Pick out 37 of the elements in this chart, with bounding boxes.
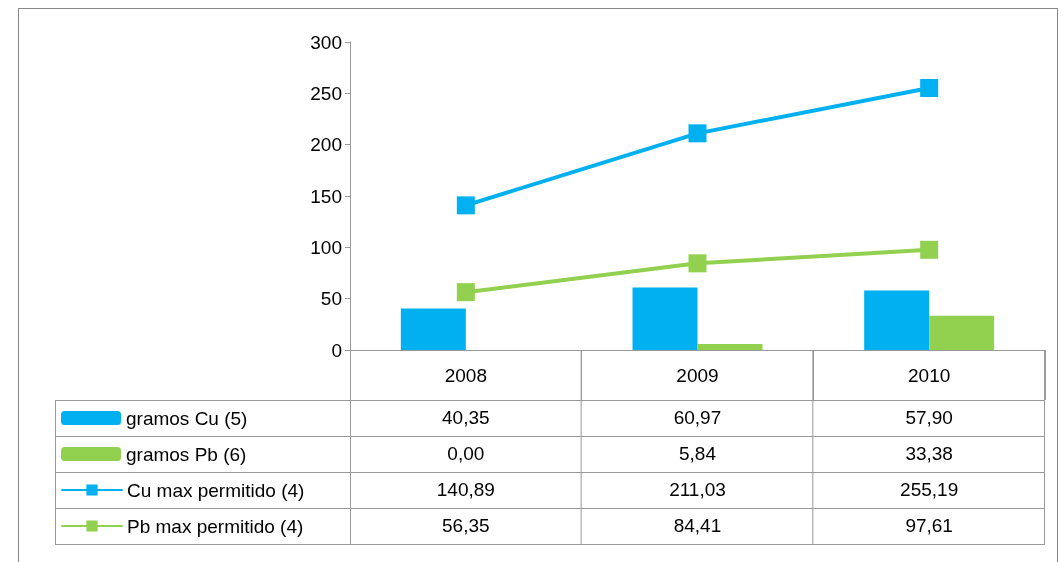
- bar: [697, 344, 763, 350]
- data-label: 211,03: [668, 478, 727, 502]
- point: [456, 283, 475, 302]
- point: [456, 196, 475, 215]
- data-label: 84,41: [672, 514, 723, 538]
- point: [688, 124, 707, 143]
- data-label: 60,97: [672, 406, 723, 430]
- bar: [929, 315, 995, 350]
- y-tick-label: 150: [310, 185, 342, 207]
- point: [920, 79, 939, 97]
- point: [688, 254, 707, 273]
- y-tick-label: 100: [310, 236, 342, 258]
- y-tick-label: 0: [331, 339, 342, 361]
- bar: [400, 308, 466, 350]
- data-label: 40,35: [441, 406, 491, 430]
- y-tick-label: 50: [320, 288, 342, 310]
- data-label: 255,19: [899, 478, 960, 502]
- data-label: 56,35: [441, 514, 491, 538]
- legend-label: Pb max permitido (4): [127, 515, 304, 537]
- legend-label: Cu max permitido (4): [127, 479, 305, 501]
- y-tick-label: 200: [310, 134, 342, 156]
- data-label: 140,89: [435, 478, 496, 502]
- x-tick-label: 2010: [908, 365, 951, 386]
- legend-label: gramos Pb (6): [126, 443, 247, 465]
- data-label: 5,84: [678, 442, 717, 466]
- bar: [632, 287, 698, 350]
- data-label: 33,38: [904, 442, 954, 466]
- x-tick-label: 2009: [676, 365, 719, 386]
- y-tick-label: 300: [310, 31, 342, 53]
- data-label: 0,00: [446, 442, 486, 466]
- bar: [864, 290, 930, 350]
- x-tick-label: 2008: [444, 365, 487, 386]
- legend-label: gramos Cu (5): [126, 407, 248, 429]
- data-label: 57,90: [904, 406, 954, 430]
- data-label: 97,61: [904, 514, 954, 538]
- point: [920, 240, 939, 259]
- y-tick-label: 250: [310, 82, 342, 104]
